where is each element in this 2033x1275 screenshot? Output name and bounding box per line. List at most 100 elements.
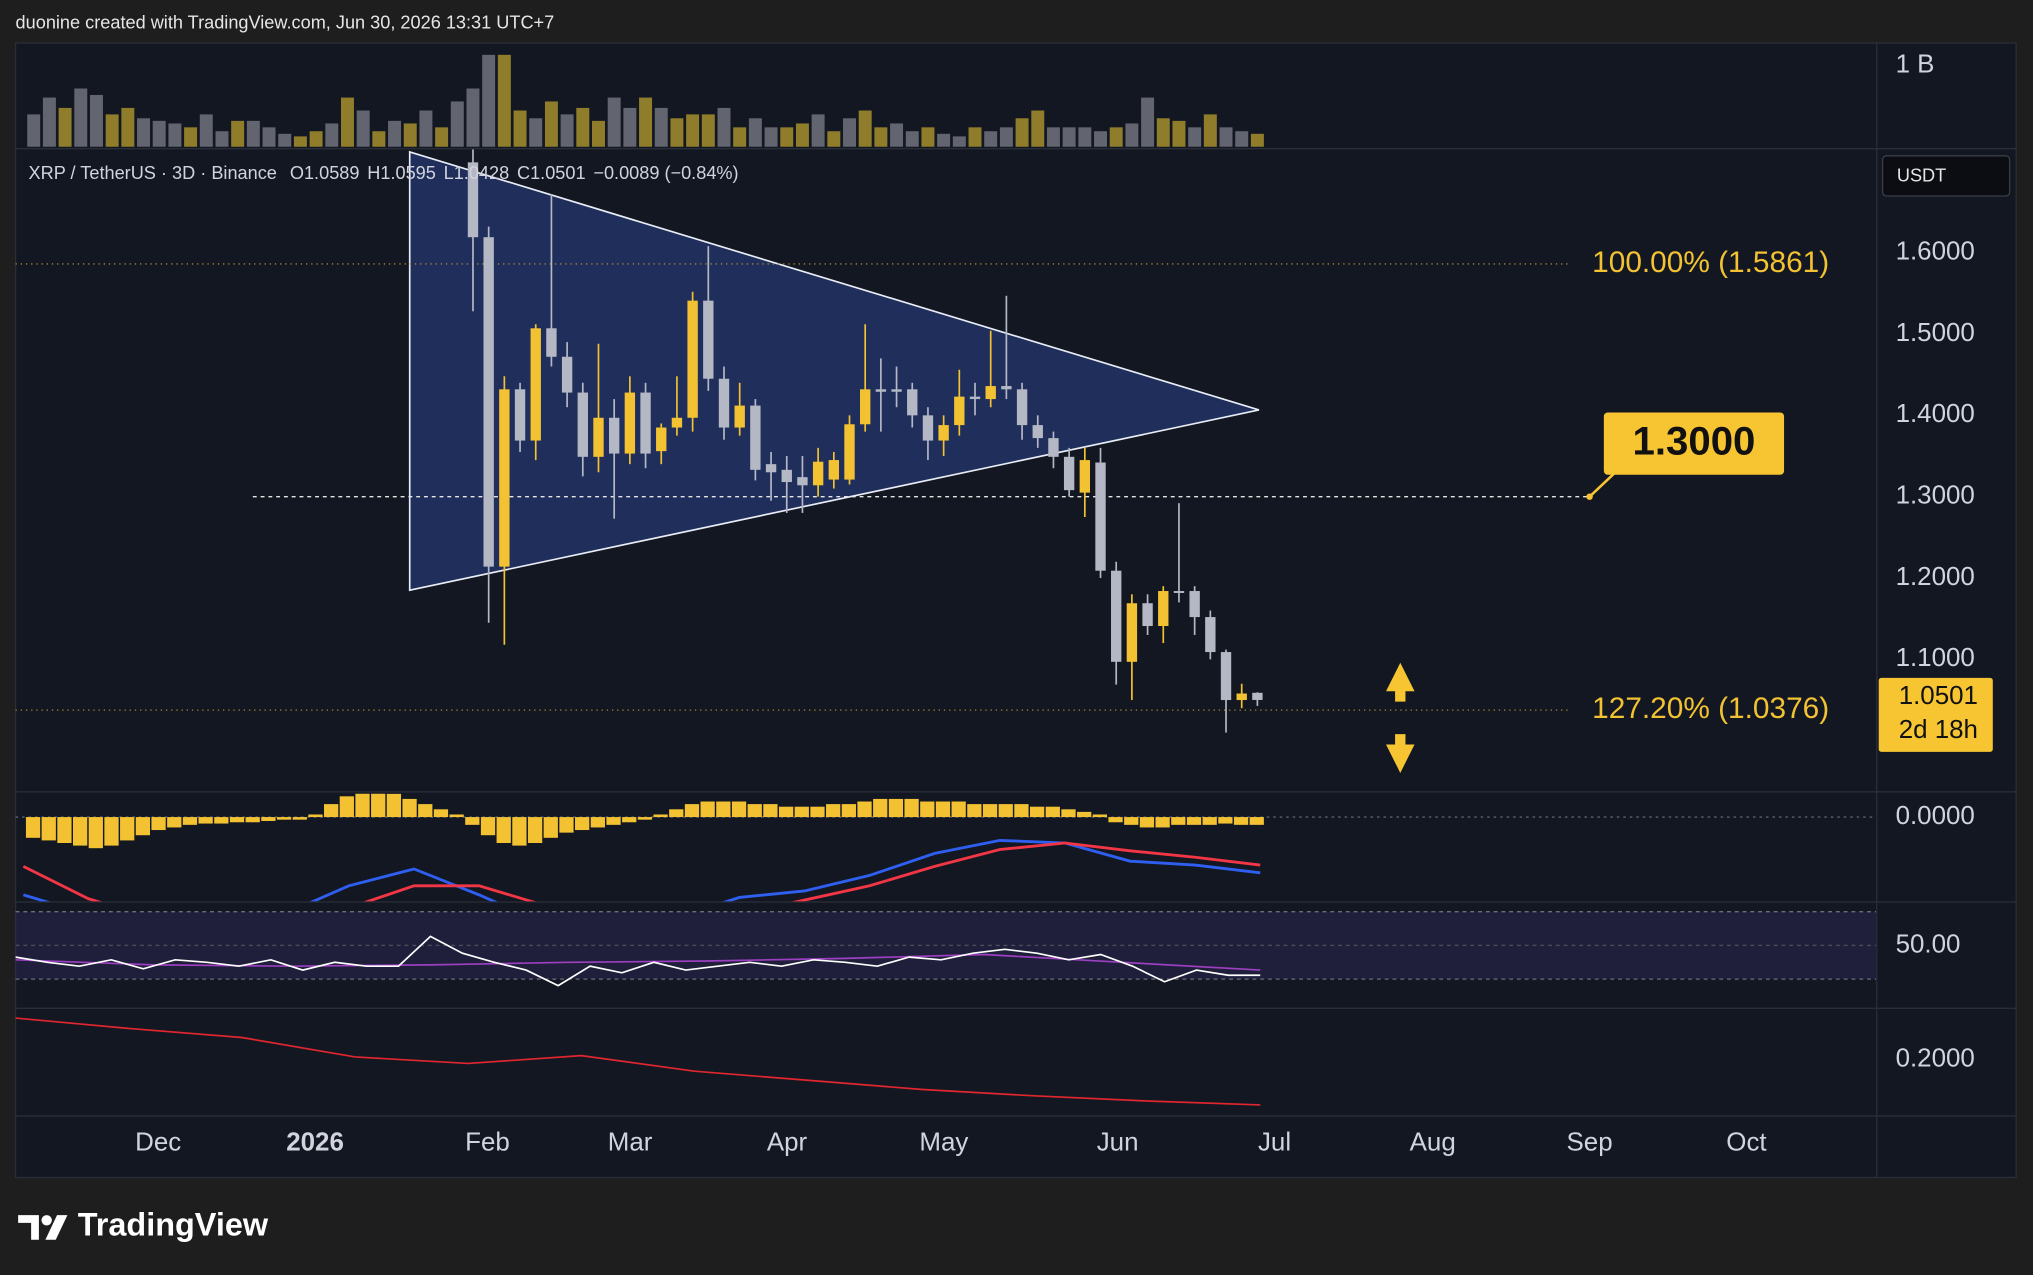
volume-bar [356,110,370,147]
volume-bar [717,107,731,147]
callout-box [1603,412,1785,475]
volume-bar [921,127,935,147]
x-tick-label: Jun [1097,1129,1139,1157]
macd-histogram-bar [575,817,590,831]
macd-histogram-bar [982,804,998,818]
volume-bar [1109,127,1123,147]
volume-bar [1188,127,1202,147]
macd-histogram-bar [88,817,103,849]
macd-histogram-bar [669,809,684,818]
macd-histogram-bar [292,817,307,820]
pane [15,149,1589,733]
candle-body [969,396,981,400]
macd-histogram-bar [308,814,323,818]
volume-bar [403,123,417,147]
ohlc-value: −0.0089 (−0.84%) [593,163,738,183]
y-tick-label: 1.2000 [1896,563,1975,591]
macd-histogram-bar [606,817,621,825]
volume-bar [262,127,276,147]
candle-body [640,392,651,454]
macd-histogram-bar [700,801,715,818]
volume-bar [42,97,56,147]
currency-box[interactable] [1881,155,2011,197]
macd-histogram-bar [1233,817,1249,825]
y-tick-label: 1 B [1896,51,1935,79]
x-tick-label: Jul [1258,1129,1291,1157]
volume-bar [576,107,590,147]
candle-body [718,378,730,428]
brand-logo [18,1215,68,1240]
candle-body [734,405,745,428]
candle-body [1205,617,1216,653]
macd-histogram-bar [57,817,72,844]
macd-histogram-bar [72,817,88,846]
macd-histogram-bar [41,817,56,841]
arrow-down [1386,734,1415,773]
arrow-up [1386,662,1415,702]
macd-histogram-bar [622,817,637,823]
macd-histogram-bar [794,806,809,818]
macd-histogram-bar [465,817,480,825]
macd-histogram-bar [1108,817,1123,823]
y-tick-label: 0.2000 [1896,1044,1975,1072]
indicator-line [22,838,1261,902]
volume-bar [450,101,464,147]
volume-bar [968,127,982,147]
x-tick-label: Dec [135,1129,181,1157]
macd-histogram-bar [935,801,951,818]
volume-bar [121,107,135,147]
currency: USDT [1897,165,1946,185]
macd-histogram-bar [1045,806,1060,818]
candle-body [703,300,714,379]
volume-bar [560,114,574,147]
brand: TradingView [78,1206,269,1242]
candle-body [608,417,620,454]
macd-histogram-bar [229,817,245,823]
macd-histogram-bar [810,806,825,818]
candle-body [561,356,573,393]
macd-histogram-bar [214,817,229,824]
indicator-line [22,841,1261,902]
candle-body [656,427,667,452]
macd-histogram-bar [1155,817,1170,828]
macd-histogram-bar [873,798,888,818]
candle-body [1095,462,1106,571]
volume-bar [890,123,904,147]
candle-body [1158,591,1169,627]
volume-bar [937,133,951,147]
volume-bar [639,97,653,147]
x-tick-label: Mar [608,1129,653,1157]
macd-histogram-bar [276,817,292,820]
volume-bar [529,118,543,147]
candle-body [1016,389,1028,426]
volume-bar [1125,123,1139,147]
callout-label: 1.3000 [1632,418,1755,463]
candle-body [483,237,494,567]
volume-bar [435,127,449,147]
y-tick-label: 1.4000 [1896,400,1975,428]
x-tick-label: Oct [1726,1129,1767,1157]
candle-body [860,389,871,425]
candle-body [1032,425,1043,439]
volume-bar [105,114,119,147]
macd-histogram-bar [857,801,872,818]
macd-histogram-bar [182,817,198,825]
symbol-header: XRP / TetherUS · 3D · Binance O1.0589 H1.0… [29,163,739,183]
x-tick-label: Feb [465,1129,510,1157]
pane [27,54,1264,147]
x-tick-label: May [919,1129,968,1157]
macd-histogram-bar [653,814,668,818]
volume-bar [168,123,182,147]
macd-histogram-bar [559,817,574,833]
macd-histogram-bar [261,817,276,821]
x-tick-label: 2026 [286,1129,344,1157]
macd-histogram-bar [763,804,778,818]
candle-body [1236,693,1247,701]
volume-bar [592,120,605,147]
volume-bar [513,110,527,147]
macd-histogram-bar [1249,817,1264,825]
candle-body [1142,603,1153,627]
volume-bar [764,127,778,147]
ohlc-value: C1.0501 [517,163,586,183]
macd-histogram-bar [135,817,151,836]
